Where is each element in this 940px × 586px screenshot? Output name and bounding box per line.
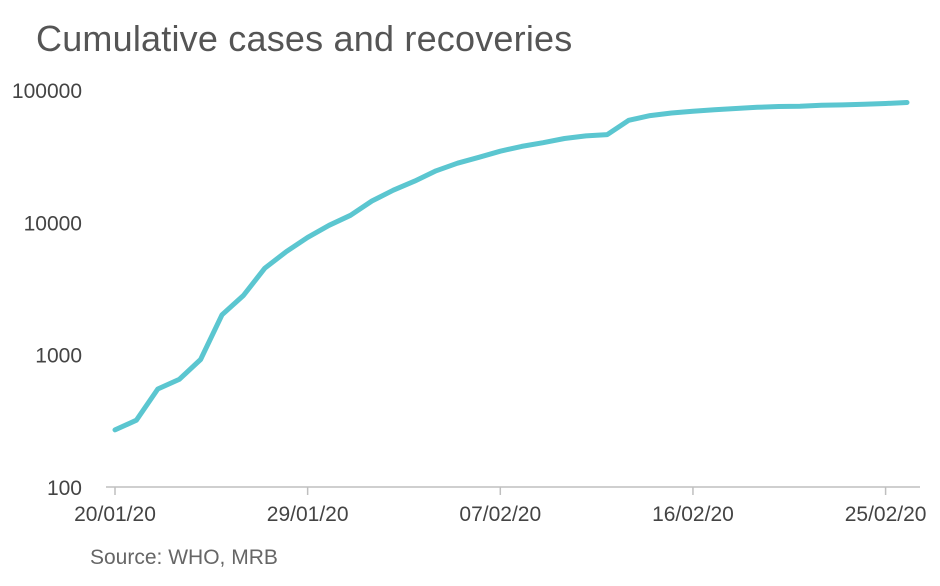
x-tick-label: 25/02/20 (845, 503, 927, 526)
chart-title: Cumulative cases and recoveries (36, 18, 573, 59)
y-tick-label: 10000 (24, 212, 82, 235)
series-line-0 (112, 100, 910, 433)
x-tick-label: 16/02/20 (652, 503, 734, 526)
y-tick-label: 100000 (12, 80, 82, 103)
x-tick-label: 20/01/20 (74, 503, 156, 526)
x-axis: 20/01/20 29/01/20 07/02/20 16/02/20 25/02/20 (74, 486, 927, 526)
x-tick-label: 07/02/20 (459, 503, 541, 526)
series (112, 100, 910, 433)
source-note: Source: WHO, MRB (90, 546, 278, 569)
y-axis: 100 1000 10000 100000 (12, 80, 82, 500)
x-tick-label: 29/01/20 (267, 503, 349, 526)
y-tick-label: 1000 (35, 345, 82, 368)
y-tick-label: 100 (47, 477, 82, 500)
